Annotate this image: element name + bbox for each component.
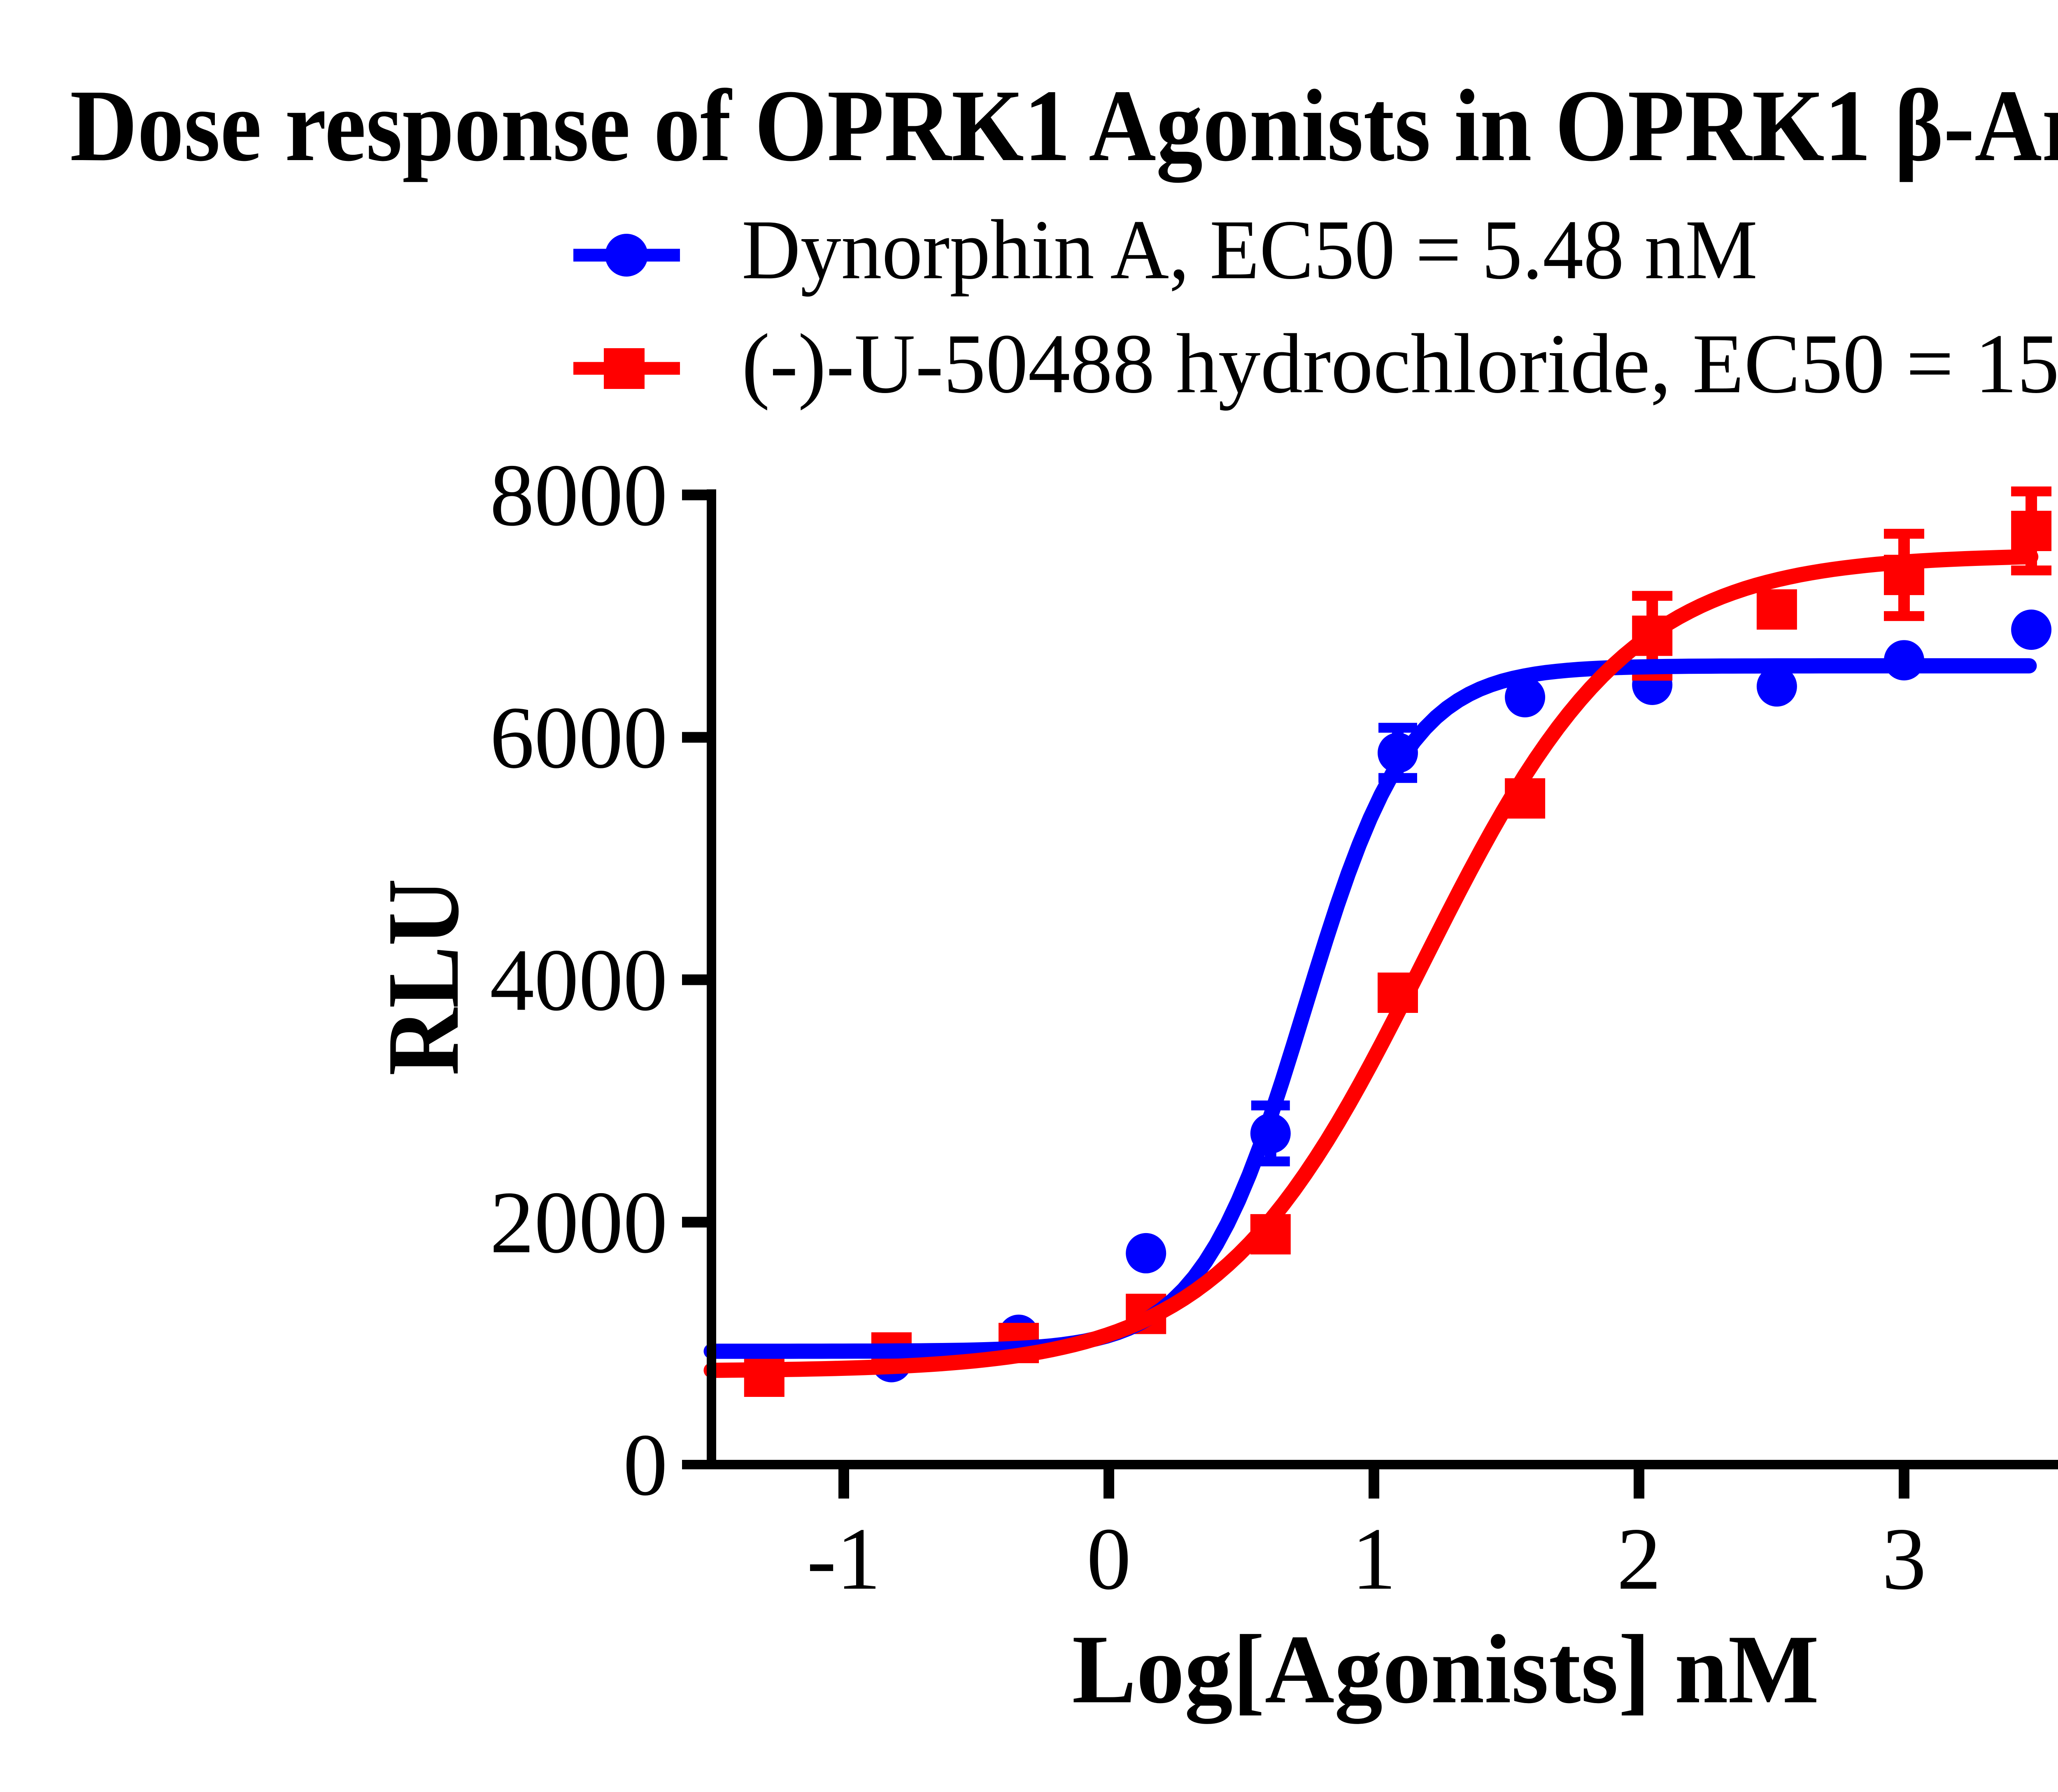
svg-text:(-)-U-50488 hydrochloride, EC5: (-)-U-50488 hydrochloride, EC50 = 15.8 n… [742, 317, 2058, 411]
svg-text:0: 0 [1087, 1510, 1131, 1608]
svg-text:-1: -1 [807, 1510, 881, 1608]
svg-text:Dynorphin A, EC50 = 5.48 nM: Dynorphin A, EC50 = 5.48 nM [742, 202, 1758, 297]
svg-text:Log[Agonists] nM: Log[Agonists] nM [1072, 1615, 1819, 1724]
svg-text:0: 0 [623, 1416, 668, 1514]
svg-text:2: 2 [1617, 1510, 1661, 1608]
svg-text:2000: 2000 [490, 1173, 668, 1272]
svg-text:6000: 6000 [490, 689, 668, 787]
svg-text:Dose response of OPRK1 Agonist: Dose response of OPRK1 Agonists in OPRK1… [70, 69, 2058, 183]
svg-text:4000: 4000 [490, 931, 668, 1029]
svg-text:RLU: RLU [366, 879, 480, 1076]
svg-text:8000: 8000 [490, 446, 668, 545]
svg-text:3: 3 [1882, 1510, 1926, 1608]
svg-text:1: 1 [1352, 1510, 1396, 1608]
